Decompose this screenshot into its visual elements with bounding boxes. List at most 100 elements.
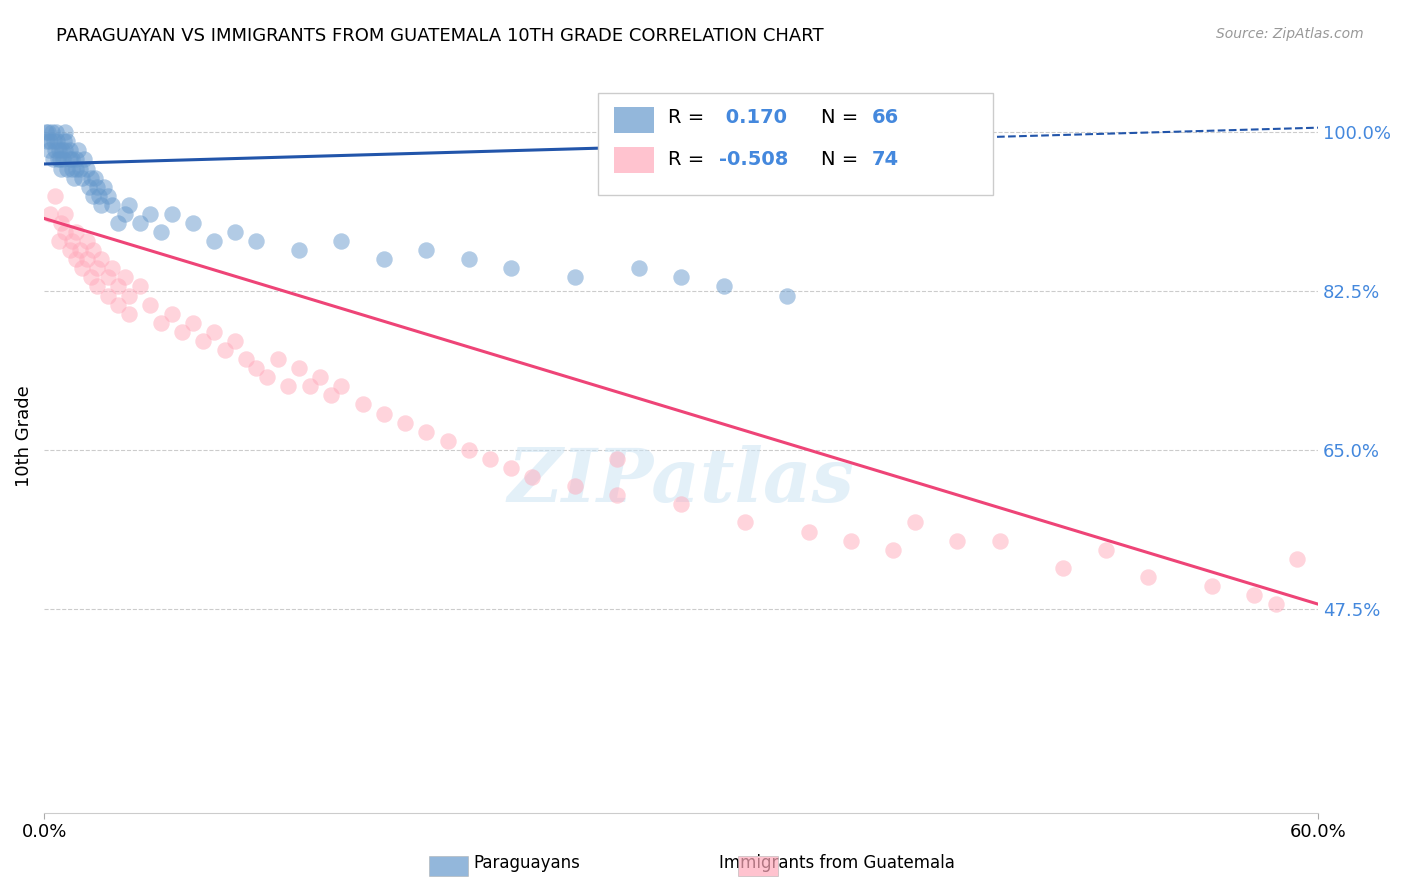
Point — [76, 252, 98, 267]
Point — [436, 434, 458, 448]
Point — [84, 170, 107, 185]
Point — [288, 243, 311, 257]
Point — [60, 234, 83, 248]
Point — [352, 397, 374, 411]
Point — [256, 370, 278, 384]
Point — [38, 144, 60, 158]
Point — [181, 216, 204, 230]
Point — [457, 252, 479, 267]
Point — [149, 225, 172, 239]
Point — [1094, 542, 1116, 557]
Point — [1137, 570, 1160, 584]
Point — [988, 533, 1011, 548]
Point — [76, 234, 98, 248]
Point — [501, 261, 523, 276]
Point — [72, 261, 94, 276]
Point — [415, 425, 437, 439]
Point — [80, 270, 103, 285]
Point — [41, 125, 63, 139]
Point — [41, 153, 63, 167]
Point — [97, 270, 120, 285]
Point — [309, 370, 332, 384]
Text: -0.508: -0.508 — [720, 150, 789, 169]
Point — [139, 298, 162, 312]
Point — [839, 533, 862, 548]
Point — [946, 533, 969, 548]
Point — [58, 144, 80, 158]
Point — [63, 170, 86, 185]
Point — [69, 243, 91, 257]
Text: PARAGUAYAN VS IMMIGRANTS FROM GUATEMALA 10TH GRADE CORRELATION CHART: PARAGUAYAN VS IMMIGRANTS FROM GUATEMALA … — [56, 27, 824, 45]
Point — [80, 170, 103, 185]
Point — [149, 316, 172, 330]
Point — [606, 452, 628, 467]
Point — [245, 361, 267, 376]
Point — [45, 134, 67, 148]
FancyBboxPatch shape — [613, 107, 654, 133]
Point — [669, 497, 692, 511]
FancyBboxPatch shape — [599, 94, 993, 195]
Point — [181, 316, 204, 330]
Point — [288, 361, 311, 376]
Point — [56, 134, 79, 148]
Point — [224, 334, 246, 348]
Point — [394, 416, 416, 430]
Point — [734, 516, 756, 530]
Point — [1243, 588, 1265, 602]
Point — [114, 270, 136, 285]
Point — [65, 225, 87, 239]
Point — [669, 270, 692, 285]
Point — [245, 234, 267, 248]
Point — [776, 288, 799, 302]
Point — [86, 261, 108, 276]
Point — [60, 153, 83, 167]
Point — [45, 125, 67, 139]
Point — [97, 188, 120, 202]
Point — [49, 161, 72, 176]
Text: R =: R = — [668, 108, 711, 127]
Text: N =: N = — [821, 108, 865, 127]
Point — [118, 307, 141, 321]
Point — [53, 225, 76, 239]
Point — [266, 352, 288, 367]
Point — [1264, 597, 1286, 611]
Point — [330, 234, 353, 248]
Point — [77, 179, 100, 194]
Text: Source: ZipAtlas.com: Source: ZipAtlas.com — [1216, 27, 1364, 41]
Point — [882, 542, 904, 557]
Point — [564, 270, 586, 285]
Point — [202, 325, 225, 339]
Point — [139, 207, 162, 221]
Point — [479, 452, 502, 467]
Point — [128, 279, 150, 293]
Point — [118, 288, 141, 302]
Point — [90, 198, 112, 212]
Text: R =: R = — [668, 150, 711, 169]
Point — [73, 153, 96, 167]
Point — [89, 188, 111, 202]
Point — [65, 252, 87, 267]
Point — [86, 279, 108, 293]
Point — [107, 298, 129, 312]
Point — [330, 379, 353, 393]
Point — [107, 216, 129, 230]
Point — [82, 243, 104, 257]
Point — [86, 179, 108, 194]
Point — [1052, 561, 1074, 575]
Point — [97, 288, 120, 302]
Point — [58, 243, 80, 257]
Point — [160, 307, 183, 321]
Point — [39, 134, 62, 148]
Point — [522, 470, 544, 484]
Point — [49, 216, 72, 230]
Point — [627, 261, 650, 276]
Point — [501, 461, 523, 475]
Text: Paraguayans: Paraguayans — [474, 855, 581, 872]
Point — [606, 488, 628, 502]
Point — [44, 144, 66, 158]
Point — [48, 144, 70, 158]
Point — [46, 153, 69, 167]
Point — [82, 188, 104, 202]
Point — [58, 153, 80, 167]
Point — [235, 352, 257, 367]
